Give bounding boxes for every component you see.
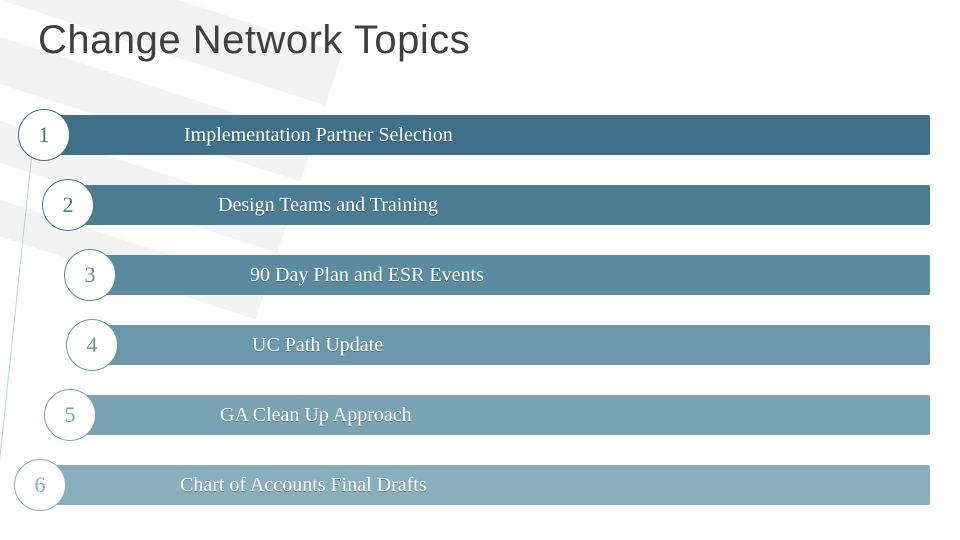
topic-bar: GA Clean Up Approach	[70, 395, 930, 435]
topic-label: GA Clean Up Approach	[220, 404, 412, 427]
list-item: Implementation Partner Selection 1	[0, 108, 960, 164]
list-item: Chart of Accounts Final Drafts 6	[0, 458, 960, 514]
topic-number-circle: 6	[14, 459, 66, 511]
topic-bar: Design Teams and Training	[68, 185, 930, 225]
topic-number-circle: 2	[42, 179, 94, 231]
topic-bar: Chart of Accounts Final Drafts	[40, 465, 930, 505]
topic-bar: Implementation Partner Selection	[44, 115, 930, 155]
topic-bar: UC Path Update	[92, 325, 930, 365]
topic-number-circle: 5	[44, 389, 96, 441]
topic-label: Chart of Accounts Final Drafts	[180, 474, 427, 497]
topic-number: 4	[87, 332, 98, 358]
topic-number: 1	[39, 122, 50, 148]
topic-label: Design Teams and Training	[218, 194, 438, 217]
topic-number: 2	[63, 192, 74, 218]
list-item: UC Path Update 4	[0, 318, 960, 374]
topic-label: 90 Day Plan and ESR Events	[250, 264, 484, 287]
topic-number-circle: 1	[18, 109, 70, 161]
topic-number: 5	[65, 402, 76, 428]
topic-number: 3	[85, 262, 96, 288]
topic-label: UC Path Update	[252, 334, 383, 357]
topic-number: 6	[35, 472, 46, 498]
topic-label: Implementation Partner Selection	[184, 124, 453, 147]
list-item: 90 Day Plan and ESR Events 3	[0, 248, 960, 304]
topic-list: Implementation Partner Selection 1 Desig…	[0, 108, 960, 528]
topic-number-circle: 4	[66, 319, 118, 371]
topic-bar: 90 Day Plan and ESR Events	[90, 255, 930, 295]
topic-number-circle: 3	[64, 249, 116, 301]
page-title: Change Network Topics	[38, 18, 470, 63]
list-item: GA Clean Up Approach 5	[0, 388, 960, 444]
list-item: Design Teams and Training 2	[0, 178, 960, 234]
